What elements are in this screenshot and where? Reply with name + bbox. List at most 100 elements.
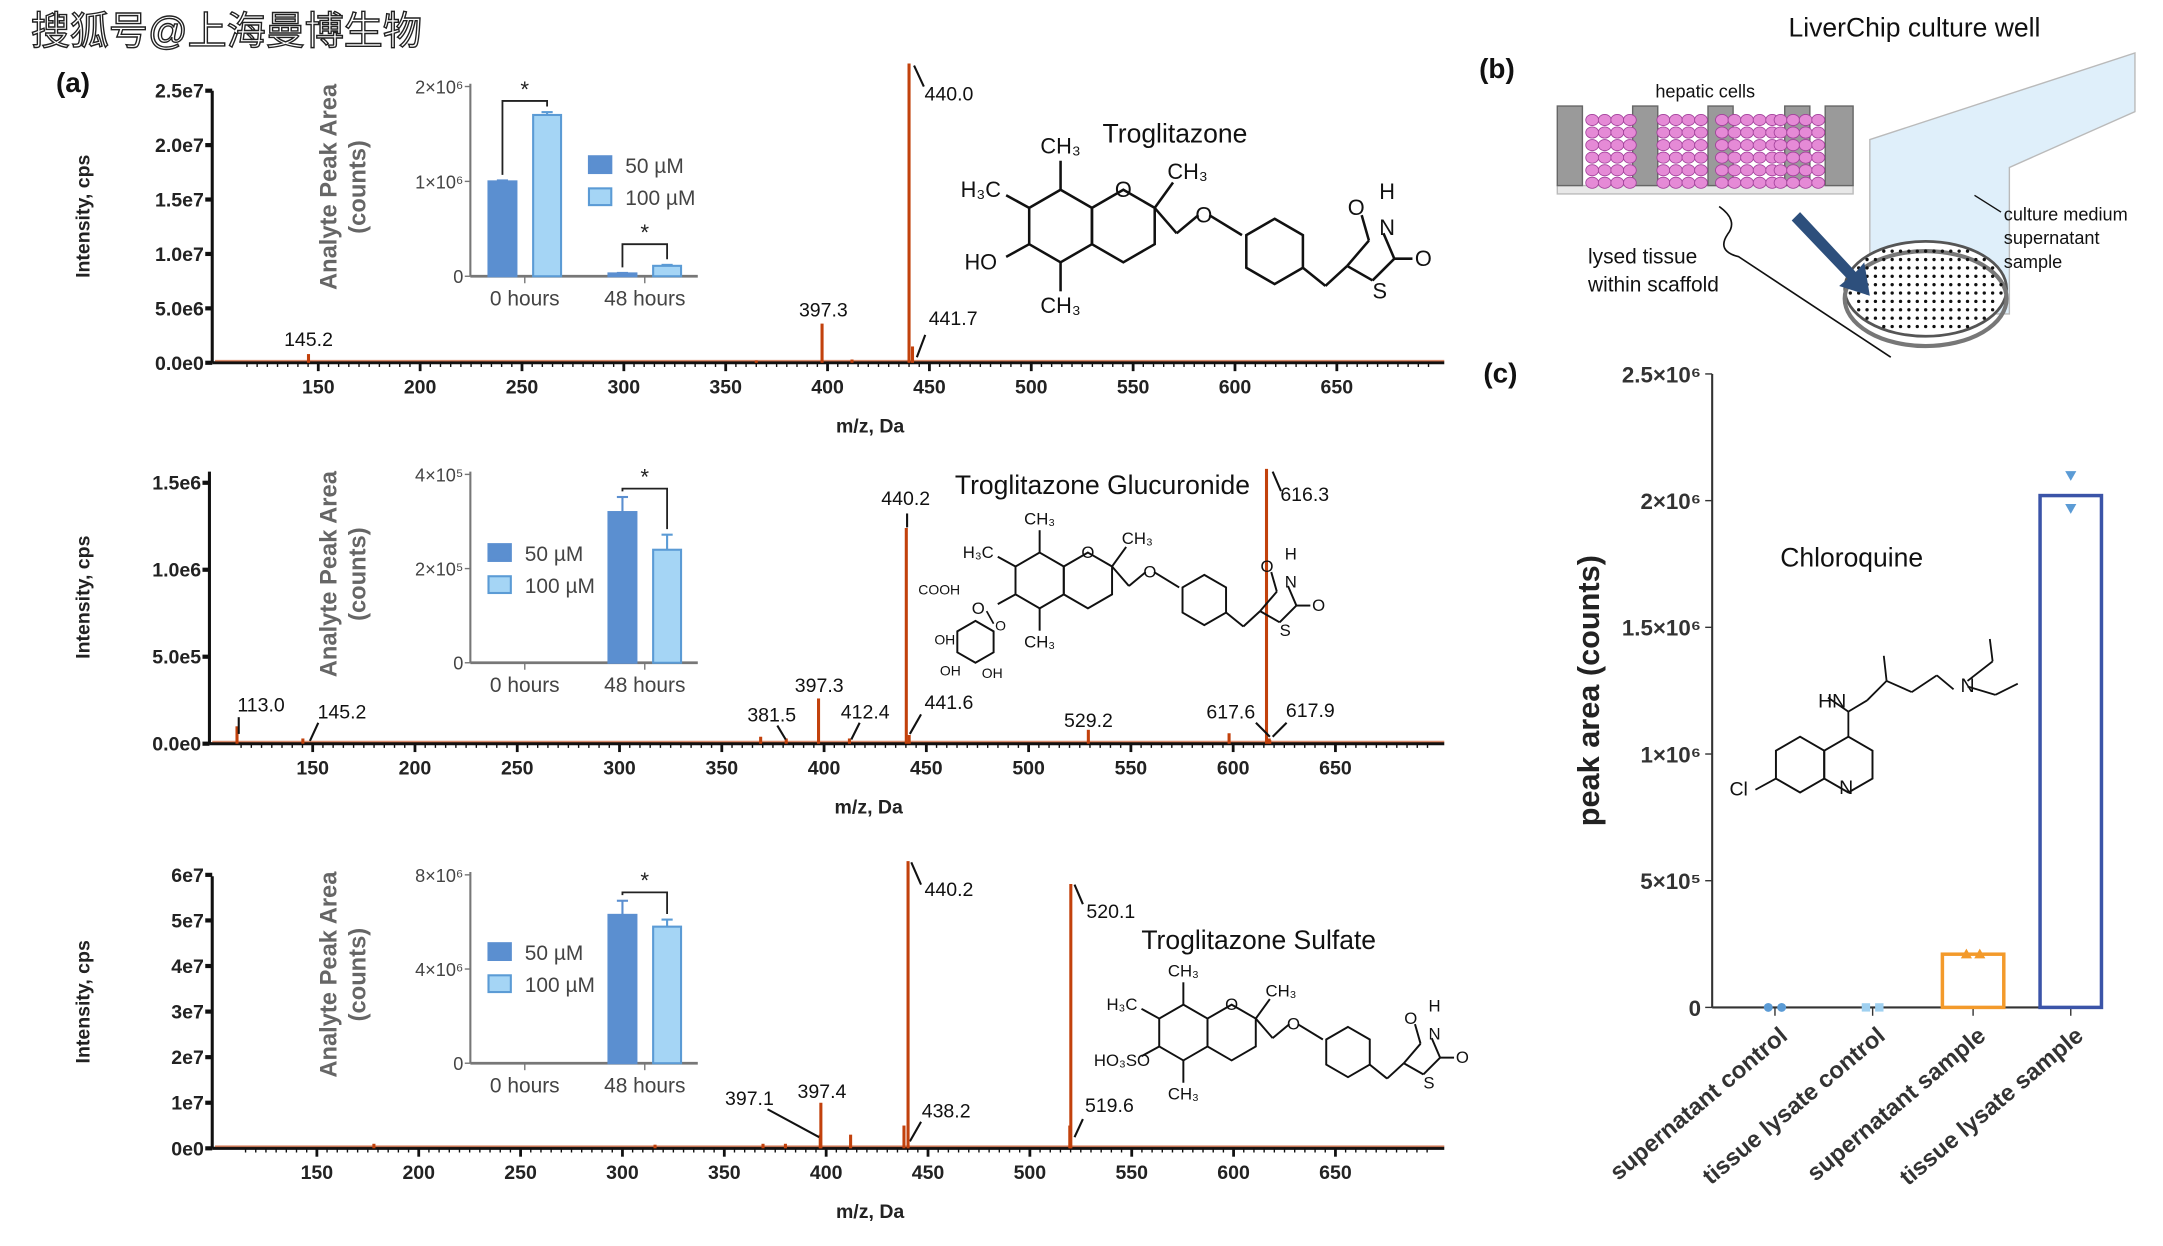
hepatic-cell [1740,151,1754,164]
scaffold-pore [1932,324,1936,329]
bar [2038,493,2104,1010]
scaffold-pore [1957,308,1961,312]
bond [1414,1023,1422,1044]
hepatic-cell [1740,164,1754,177]
peak-label: 145.2 [284,329,333,351]
peak-leader-line [1073,1118,1084,1138]
atom-label: HO₃SO [1094,1051,1150,1070]
diagram-title: LiverChip culture well [1789,12,2041,42]
atom-label: O [972,599,985,618]
scaffold-pore [1915,324,1919,329]
hepatic-cell [1681,164,1696,177]
y-axis-title: peak area (counts) [1571,555,1606,826]
scaffold-pore [1965,266,1970,270]
scaffold-pore [1990,299,1995,304]
hepatic-cell [1694,176,1708,189]
atom-label: OH [982,665,1003,681]
scaffold-pore [1882,316,1886,320]
scaffold-pore [1957,274,1961,278]
scaffold-pore [1907,299,1911,304]
hepatic-cell [1727,164,1742,177]
x-tick-label: 300 [608,376,641,398]
bond [1270,571,1278,592]
y-tick-label: 1e7 [171,1093,204,1115]
bond [997,555,1016,568]
atom-label: O [1348,195,1365,220]
data-point [2065,504,2077,514]
legend-label: 100 µM [525,575,595,598]
phenyl-ring [1245,217,1305,286]
peak-leader-line [908,713,922,735]
hepatic-cell [1740,126,1754,139]
atom-label: O [1415,246,1432,271]
atom-label: H [1428,997,1440,1016]
atom-label: O [995,618,1006,634]
hepatic-cell [1623,113,1637,126]
structure-chloroquine: HN N Cl N [1729,638,2019,800]
scaffold-pore [1907,324,1911,329]
x-tick-label: 500 [1015,376,1048,398]
scaffold-pore [1957,291,1961,295]
y-tick-label: 1.5×10⁶ [1622,616,1701,641]
chloroquine-chart: 0 5×10⁵ 1×10⁶ 1.5×10⁶ 2×10⁶ 2.5×10⁶ peak area … [1571,362,2104,1191]
x-tick-label: 250 [501,757,534,779]
legend-swatch [487,974,512,994]
scaffold-pore [1923,291,1928,295]
scaffold-pore [1965,282,1970,287]
atom-label: CH₃ [1040,293,1080,318]
arrow-icon [1791,212,1870,296]
label-hepatic-cells: hepatic cells [1655,82,1755,102]
scaffold-pore [1873,282,1878,287]
scaffold-pore [1932,266,1936,270]
inset-bar [652,925,683,1065]
bond [1208,214,1243,237]
atom-label: S [1373,279,1388,304]
label-supernatant: culture medium [2004,204,2128,224]
inset-y-title-units: (counts) [346,928,372,1022]
y-tick-label: 0.0e0 [155,353,204,375]
scaffold-pore [1932,291,1936,295]
scaffold-pore [1898,274,1903,278]
atom-label: CH₃ [1040,133,1080,158]
scaffold-pore [1882,266,1886,270]
scaffold-pore [1890,308,1894,312]
bond [1847,699,1868,713]
inset-troglitazone: 0 1×10⁶ 2×10⁶ 0 hours 48 hours Analyte Peak A… [316,77,698,311]
scaffold-pore [1873,316,1878,320]
inset-sulfate: 0 4×10⁶ 8×10⁶ 0 hours 48 hours Analyte Peak A… [316,866,698,1098]
scaffold-pore [1982,257,1986,262]
y-tick-label: 4e7 [171,956,204,978]
scaffold-pore [1949,316,1953,320]
x-tick-label: 400 [808,757,841,779]
peak-label: 412.4 [841,702,890,724]
hepatic-cell [1669,126,1683,139]
hepatic-cell [1786,164,1800,177]
hepatic-cell [1597,113,1612,126]
inset-y-title-units: (counts) [346,527,372,621]
scaffold-pore [1965,257,1970,262]
scaffold-pore [1990,291,1995,295]
scaffold-pore [1923,266,1928,270]
scaffold-pore [1890,257,1894,262]
scaffold-pore [1957,299,1961,304]
scaffold-pore [1923,316,1928,320]
chart-title: Chloroquine [1780,542,1923,572]
scaffold-pore [1949,308,1953,312]
scaffold-pore [1940,324,1945,329]
hepatic-cell [1694,139,1708,152]
hepatic-cell [1681,176,1696,189]
scaffold-pore [1940,299,1945,304]
bond [1254,998,1271,1020]
inset-y-tick-label: 2×10⁶ [415,77,463,97]
significance-star: * [640,220,649,245]
inset-category-label: 0 hours [490,288,560,311]
inset-y-tick-label: 4×10⁶ [415,960,463,980]
scaffold-pore [1865,266,1869,270]
hepatic-cell [1610,151,1625,164]
bond [1430,1037,1441,1059]
scaffold-pore [1940,249,1945,253]
y-tick-label: 5e7 [171,910,204,932]
x-tick-label: 600 [1219,376,1252,398]
atom-label: O [1287,1015,1300,1034]
